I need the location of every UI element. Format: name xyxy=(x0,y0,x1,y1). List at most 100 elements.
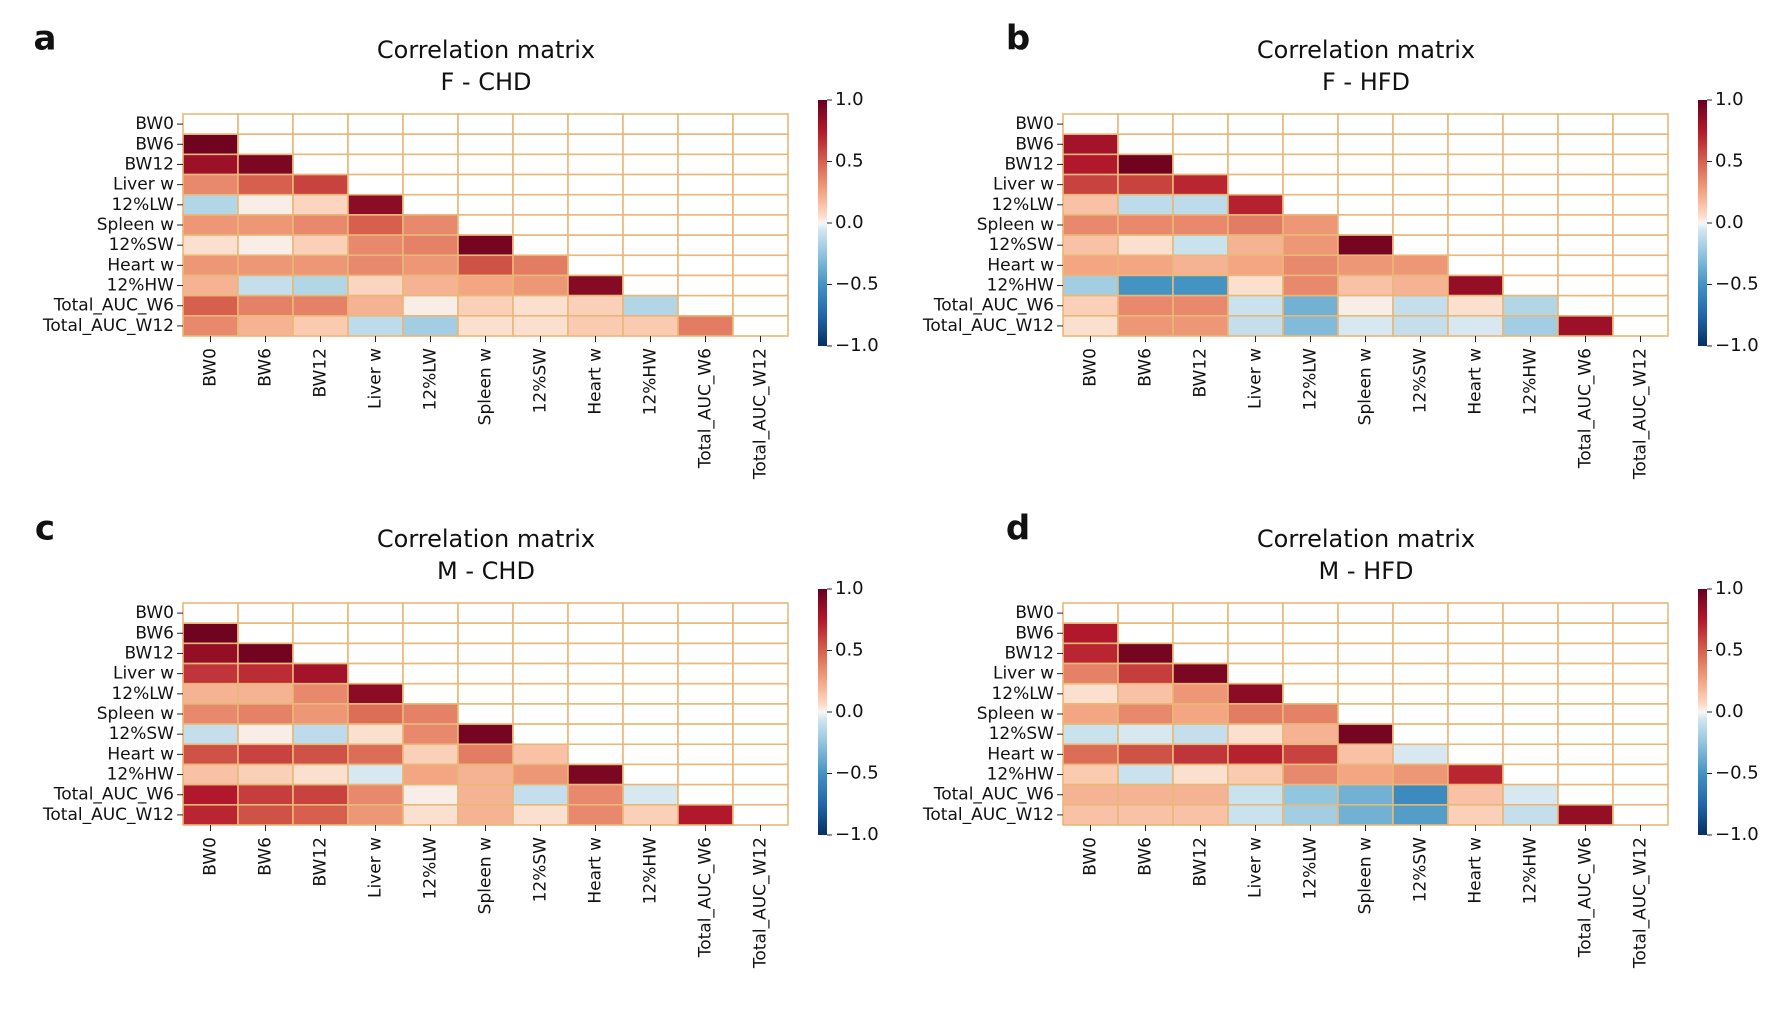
heatmap-empty-cell xyxy=(1447,113,1504,135)
colorbar-tick-label: −1.0 xyxy=(1715,335,1759,356)
heatmap-cell xyxy=(292,763,349,786)
x-tick-label: BW6 xyxy=(1136,348,1156,387)
heatmap-cell xyxy=(1117,234,1174,257)
heatmap-empty-cell xyxy=(402,193,459,216)
colorbar-tick-label: 0.0 xyxy=(835,212,864,233)
y-tick-label: Spleen w xyxy=(977,704,1054,724)
heatmap-cell xyxy=(182,804,239,826)
heatmap-cell xyxy=(1117,193,1174,216)
heatmap-cell xyxy=(457,804,514,826)
heatmap-cell xyxy=(1392,294,1449,317)
x-tick-label: 12%HW xyxy=(641,837,661,905)
heatmap-empty-cell xyxy=(677,193,734,216)
heatmap-cell xyxy=(347,193,404,216)
heatmap-empty-cell xyxy=(457,642,514,665)
heatmap-empty-cell xyxy=(402,622,459,645)
heatmap-empty-cell xyxy=(1172,133,1229,156)
heatmap-cell xyxy=(1227,804,1284,826)
heatmap-empty-cell xyxy=(1227,173,1284,196)
heatmap-cell xyxy=(457,315,514,337)
heatmap-cell xyxy=(622,294,679,317)
y-tick-label: Spleen w xyxy=(97,704,174,724)
heatmap-cell xyxy=(182,173,239,196)
heatmap-empty-cell xyxy=(512,622,569,645)
heatmap-cell xyxy=(1117,153,1174,176)
heatmap-empty-cell xyxy=(732,602,789,624)
x-tick-label: BW6 xyxy=(1136,837,1156,876)
heatmap-empty-cell xyxy=(1612,662,1669,685)
y-tick-label: Liver w xyxy=(993,175,1054,195)
y-tick-label: BW0 xyxy=(1015,603,1054,623)
heatmap-cell xyxy=(292,234,349,257)
heatmap-empty-cell xyxy=(512,153,569,176)
heatmap-empty-cell xyxy=(1062,113,1119,135)
heatmap-empty-cell xyxy=(677,642,734,665)
heatmap-empty-cell xyxy=(292,113,349,135)
y-tick-label: BW6 xyxy=(1015,623,1054,643)
colorbar-tick-label: −1.0 xyxy=(835,824,879,845)
heatmap-cell xyxy=(182,743,239,766)
y-tick-label: 12%LW xyxy=(991,684,1054,704)
heatmap-empty-cell xyxy=(1612,113,1669,135)
heatmap-cell xyxy=(347,315,404,337)
heatmap-cell xyxy=(1117,682,1174,705)
heatmap-empty-cell xyxy=(1227,113,1284,135)
heatmap-cell xyxy=(1172,763,1229,786)
heatmap-cell xyxy=(1227,783,1284,806)
heatmap-cell xyxy=(1337,315,1394,337)
heatmap-empty-cell xyxy=(732,703,789,725)
heatmap-empty-cell xyxy=(1282,153,1339,176)
heatmap-empty-cell xyxy=(1502,622,1559,645)
heatmap-cell xyxy=(567,315,624,337)
heatmap-empty-cell xyxy=(1612,622,1669,645)
heatmap-empty-cell xyxy=(1337,622,1394,645)
x-tick-label: Heart w xyxy=(586,348,606,415)
heatmap-cell xyxy=(402,274,459,297)
heatmap-empty-cell xyxy=(1392,214,1449,236)
heatmap-empty-cell xyxy=(1337,173,1394,196)
heatmap-empty-cell xyxy=(1502,743,1559,766)
heatmap-cell xyxy=(512,763,569,786)
heatmap-empty-cell xyxy=(347,602,404,624)
heatmap-empty-cell xyxy=(457,173,514,196)
heatmap-empty-cell xyxy=(1337,153,1394,176)
heatmap-empty-cell xyxy=(1557,294,1614,317)
heatmap-cell xyxy=(1062,662,1119,685)
heatmap-empty-cell xyxy=(1502,703,1559,725)
heatmap-empty-cell xyxy=(677,682,734,705)
heatmap-cell xyxy=(182,763,239,786)
heatmap-cell xyxy=(1557,804,1614,826)
heatmap-empty-cell xyxy=(732,743,789,766)
heatmap-empty-cell xyxy=(1117,113,1174,135)
heatmap-empty-cell xyxy=(732,113,789,135)
y-tick-label: BW12 xyxy=(125,643,175,663)
heatmap-cell xyxy=(1282,274,1339,297)
heatmap-cell xyxy=(1172,804,1229,826)
heatmap-cell xyxy=(1172,723,1229,746)
heatmap-empty-cell xyxy=(1557,662,1614,685)
heatmap-cell xyxy=(182,642,239,665)
heatmap-cell xyxy=(512,743,569,766)
x-tick-label: BW6 xyxy=(256,837,276,876)
y-tick-label: 12%SW xyxy=(989,724,1055,744)
heatmap-empty-cell xyxy=(732,642,789,665)
heatmap-cell xyxy=(182,254,239,277)
heatmap-empty-cell xyxy=(292,622,349,645)
heatmap-cell xyxy=(237,703,294,725)
heatmap-cell xyxy=(1172,783,1229,806)
x-tick-label: 12%HW xyxy=(1521,837,1541,905)
x-tick-label: BW0 xyxy=(201,837,221,876)
heatmap-empty-cell xyxy=(1557,743,1614,766)
heatmap-empty-cell xyxy=(1447,662,1504,685)
heatmap-empty-cell xyxy=(732,315,789,337)
heatmap-empty-cell xyxy=(237,133,294,156)
heatmap-cell xyxy=(237,274,294,297)
heatmap-empty-cell xyxy=(512,133,569,156)
heatmap-empty-cell xyxy=(677,622,734,645)
heatmap-empty-cell xyxy=(567,214,624,236)
heatmap-cell xyxy=(622,783,679,806)
heatmap-cell xyxy=(347,743,404,766)
heatmap-cell xyxy=(182,622,239,645)
heatmap-empty-cell xyxy=(677,783,734,806)
colorbar xyxy=(1698,100,1707,346)
